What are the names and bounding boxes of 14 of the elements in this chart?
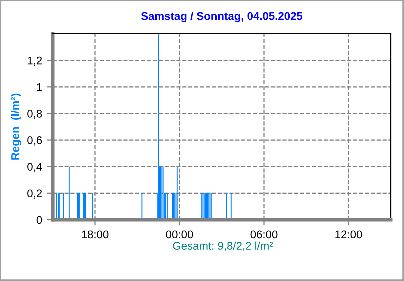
chart-title: Samstag / Sonntag, 04.05.2025: [141, 12, 303, 22]
x-tick-label: 18:00: [82, 230, 109, 239]
y-tick-label: 0: [36, 216, 42, 224]
y-tick-label: 1: [37, 84, 42, 92]
x-tick-label: 00:00: [166, 230, 194, 239]
y-tick-label: 0,4: [28, 163, 42, 172]
y-axis-title: Regen (l/m²): [11, 94, 22, 160]
y-tick-label: 0,2: [28, 190, 42, 199]
x-tick-label: 12:00: [336, 230, 362, 239]
x-tick-label: 06:00: [250, 230, 278, 239]
y-tick-label: 0,6: [28, 136, 42, 146]
text: Gesamt: 9,8/2,2 l/m²: [173, 242, 274, 252]
y-tick-label: 1,2: [28, 56, 42, 66]
y-tick-label: 0,8: [28, 110, 42, 120]
